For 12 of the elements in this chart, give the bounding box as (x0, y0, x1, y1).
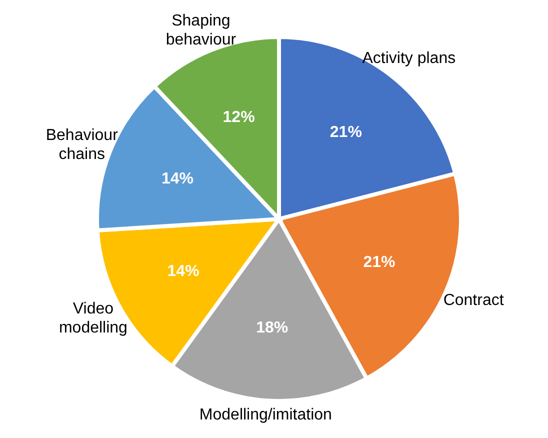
slice-label: Activity plans (362, 49, 456, 66)
slice-label: Contract (443, 292, 504, 309)
data-label: 12% (222, 108, 255, 126)
slice-label: Shaping behaviour (166, 12, 237, 48)
data-label: 14% (167, 263, 200, 280)
data-label: 21% (363, 254, 396, 271)
slice-label: Video modelling (58, 300, 128, 336)
slice-label: Modelling/imitation (199, 406, 332, 424)
slice-label: Behaviour chains (46, 126, 119, 162)
data-label: 14% (161, 170, 194, 188)
data-label: 21% (330, 124, 362, 142)
data-label: 18% (256, 319, 288, 336)
